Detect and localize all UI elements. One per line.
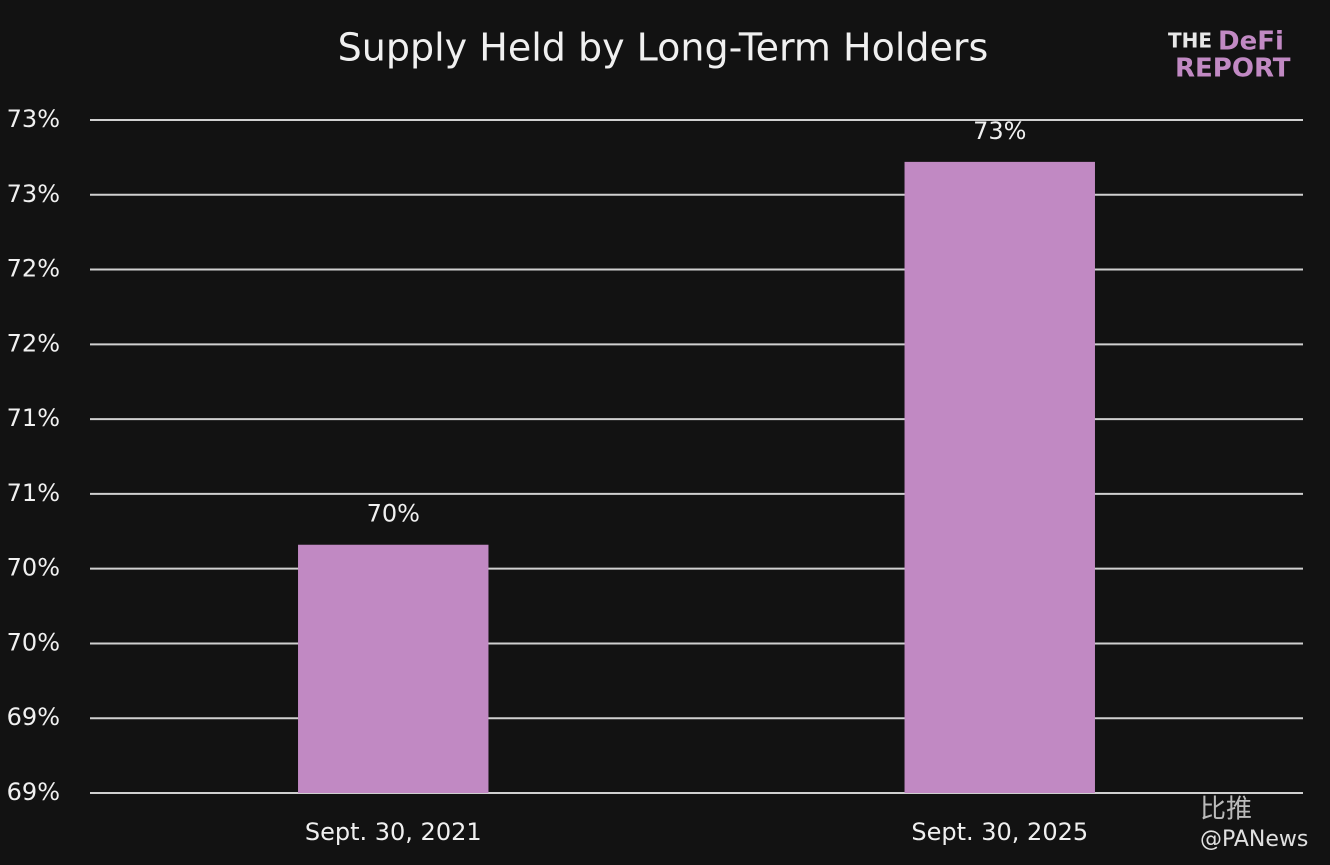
y-tick-label: 71% xyxy=(7,404,60,432)
y-tick-label: 69% xyxy=(7,778,60,806)
y-tick-label: 70% xyxy=(7,628,60,656)
y-tick-label: 71% xyxy=(7,479,60,507)
y-tick-label: 69% xyxy=(7,703,60,731)
chart-title: Supply Held by Long-Term Holders xyxy=(338,26,989,70)
bar xyxy=(904,161,1095,793)
value-label: 70% xyxy=(367,500,420,528)
y-tick-label: 72% xyxy=(7,255,60,283)
y-tick-label: 72% xyxy=(7,329,60,357)
bar xyxy=(298,544,489,793)
watermark-handle: @PANews xyxy=(1200,827,1308,852)
x-tick-label: Sept. 30, 2025 xyxy=(911,818,1088,846)
watermark-brand: 比推 xyxy=(1200,795,1252,825)
logo-defi: DeFi xyxy=(1218,27,1284,57)
logo-report: REPORT xyxy=(1175,54,1291,84)
x-tick-label: Sept. 30, 2021 xyxy=(305,818,482,846)
y-tick-label: 73% xyxy=(7,180,60,208)
logo-the: THE xyxy=(1168,29,1212,53)
y-tick-label: 73% xyxy=(7,105,60,133)
y-tick-label: 70% xyxy=(7,554,60,582)
value-label: 73% xyxy=(973,117,1026,145)
